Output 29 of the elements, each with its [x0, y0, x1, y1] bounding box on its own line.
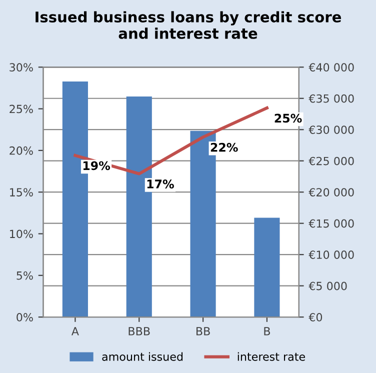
- y-tick-label: 0%: [16, 313, 33, 322]
- y2-tick-label: €30 000: [308, 126, 354, 134]
- y2-tick-label: €25 000: [308, 156, 354, 166]
- y-tick-label: 20%: [10, 146, 33, 155]
- y2-tick-label: €0: [308, 313, 322, 322]
- y2-tick-label: €10 000: [308, 250, 354, 259]
- data-label: 17%: [147, 180, 174, 188]
- legend-label: interest rate: [238, 352, 305, 361]
- y-tick-label: 15%: [10, 188, 33, 196]
- data-label: 19%: [83, 161, 110, 170]
- x-tick-label: BB: [196, 327, 210, 336]
- x-tick-label: BBB: [128, 327, 150, 336]
- y-tick-label: 25%: [10, 104, 33, 114]
- y2-tick-label: €5 000: [308, 282, 347, 290]
- data-label: 22%: [210, 142, 238, 152]
- y-tick-label: 5%: [16, 271, 33, 280]
- bar: [254, 218, 280, 318]
- x-tick-label: B: [264, 327, 270, 336]
- y2-tick-label: €15 000: [308, 219, 354, 228]
- chart-title: Issued business loans by credit score and interest rate: [36, 11, 342, 39]
- line-series: [74, 106, 268, 176]
- y2-tick-label: €35 000: [308, 94, 354, 103]
- data-label: 25%: [274, 114, 302, 123]
- y-tick-label: 10%: [10, 230, 33, 238]
- x-tick-label: A: [71, 327, 79, 336]
- y-tick-label: 30%: [10, 63, 33, 72]
- y2-tick-label: €40 000: [308, 63, 354, 72]
- y2-tick-label: €20 000: [308, 188, 354, 196]
- legend-label: amount issued: [102, 352, 183, 361]
